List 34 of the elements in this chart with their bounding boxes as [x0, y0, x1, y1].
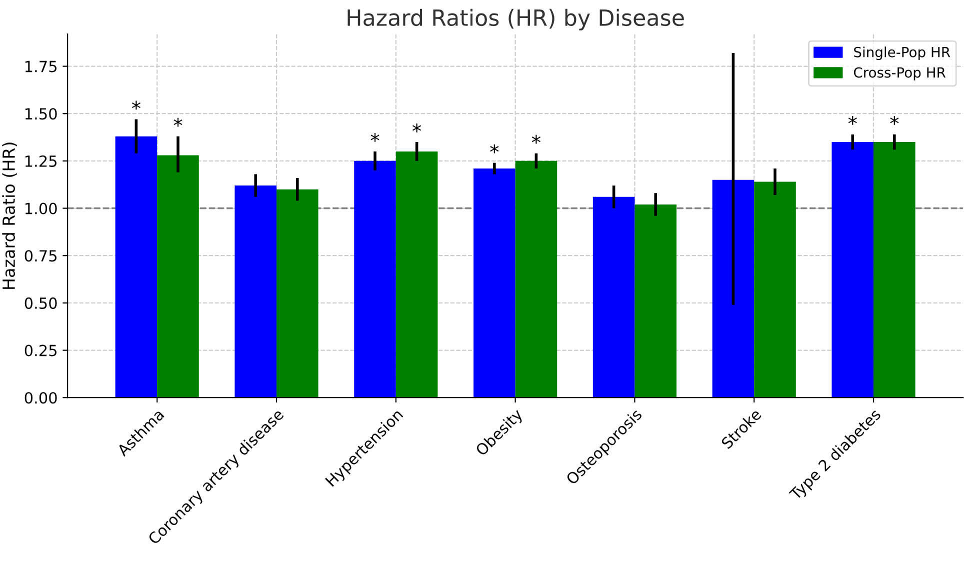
bar	[234, 186, 277, 398]
y-tick-label: 1.00	[25, 202, 57, 214]
y-tick-label: 0.25	[24, 344, 56, 356]
y-tick-label: 0.75	[24, 250, 56, 262]
bar	[754, 182, 796, 398]
bar	[474, 168, 516, 398]
bar	[712, 180, 754, 398]
y-tick-label: 1.75	[25, 60, 56, 72]
bar	[396, 151, 438, 398]
y-tick-label: 1.25	[25, 155, 56, 167]
data-label: *	[174, 118, 182, 127]
data-label: *	[132, 100, 140, 110]
data-label: *	[490, 144, 499, 154]
y-axis-title: Hazard Ratio (HR)	[2, 142, 17, 289]
data-label: *	[890, 116, 899, 125]
data-label: *	[532, 134, 540, 144]
bar	[634, 204, 677, 398]
legend-label: Cross-Pop HR	[854, 67, 946, 80]
data-label: *	[848, 116, 857, 125]
bar	[832, 142, 874, 398]
bar	[354, 160, 396, 398]
data-label: *	[370, 132, 380, 142]
bar	[115, 136, 158, 398]
y-tick-label: 0.00	[24, 392, 57, 404]
bar	[276, 189, 318, 398]
legend-label: Single-Pop HR	[854, 46, 950, 60]
chart-title: Hazard Ratios (HR) by Disease	[348, 8, 684, 30]
bar	[515, 160, 558, 398]
bar	[592, 196, 635, 398]
bar	[157, 155, 199, 398]
bar	[874, 142, 916, 398]
data-label: *	[412, 124, 422, 132]
y-tick-label: 1.50	[25, 108, 57, 120]
y-tick-label: 0.50	[24, 297, 57, 309]
